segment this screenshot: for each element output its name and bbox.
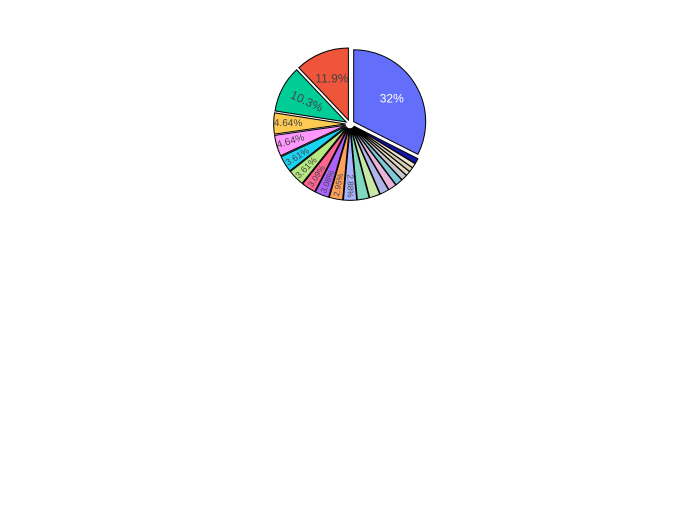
pie-slice[interactable] xyxy=(353,49,427,156)
pie-slice[interactable] xyxy=(298,47,349,122)
pie-slice[interactable] xyxy=(280,125,347,172)
pie-slice-label: 4.64% xyxy=(274,118,303,129)
pie-slice[interactable] xyxy=(350,127,381,199)
pie-slice[interactable] xyxy=(289,126,348,185)
pie-slice[interactable] xyxy=(351,127,390,195)
pie-slice[interactable] xyxy=(351,127,397,191)
pie-slice-label: 32% xyxy=(380,91,404,105)
pie-slice[interactable] xyxy=(342,128,358,201)
pie-slice[interactable] xyxy=(274,124,347,157)
pie-slice-label: 2.95% xyxy=(332,173,345,197)
pie-slice[interactable] xyxy=(314,127,349,198)
pie-slice[interactable] xyxy=(273,112,346,135)
pie-slice-label: 2.88% xyxy=(346,174,355,197)
pie-slice[interactable] xyxy=(328,128,350,201)
pie-slices xyxy=(273,47,427,201)
pie-slice[interactable] xyxy=(302,127,349,193)
pie-slice[interactable] xyxy=(350,128,370,201)
pie-slice-label: 11.9% xyxy=(315,72,348,86)
pie-slice[interactable] xyxy=(274,69,348,123)
